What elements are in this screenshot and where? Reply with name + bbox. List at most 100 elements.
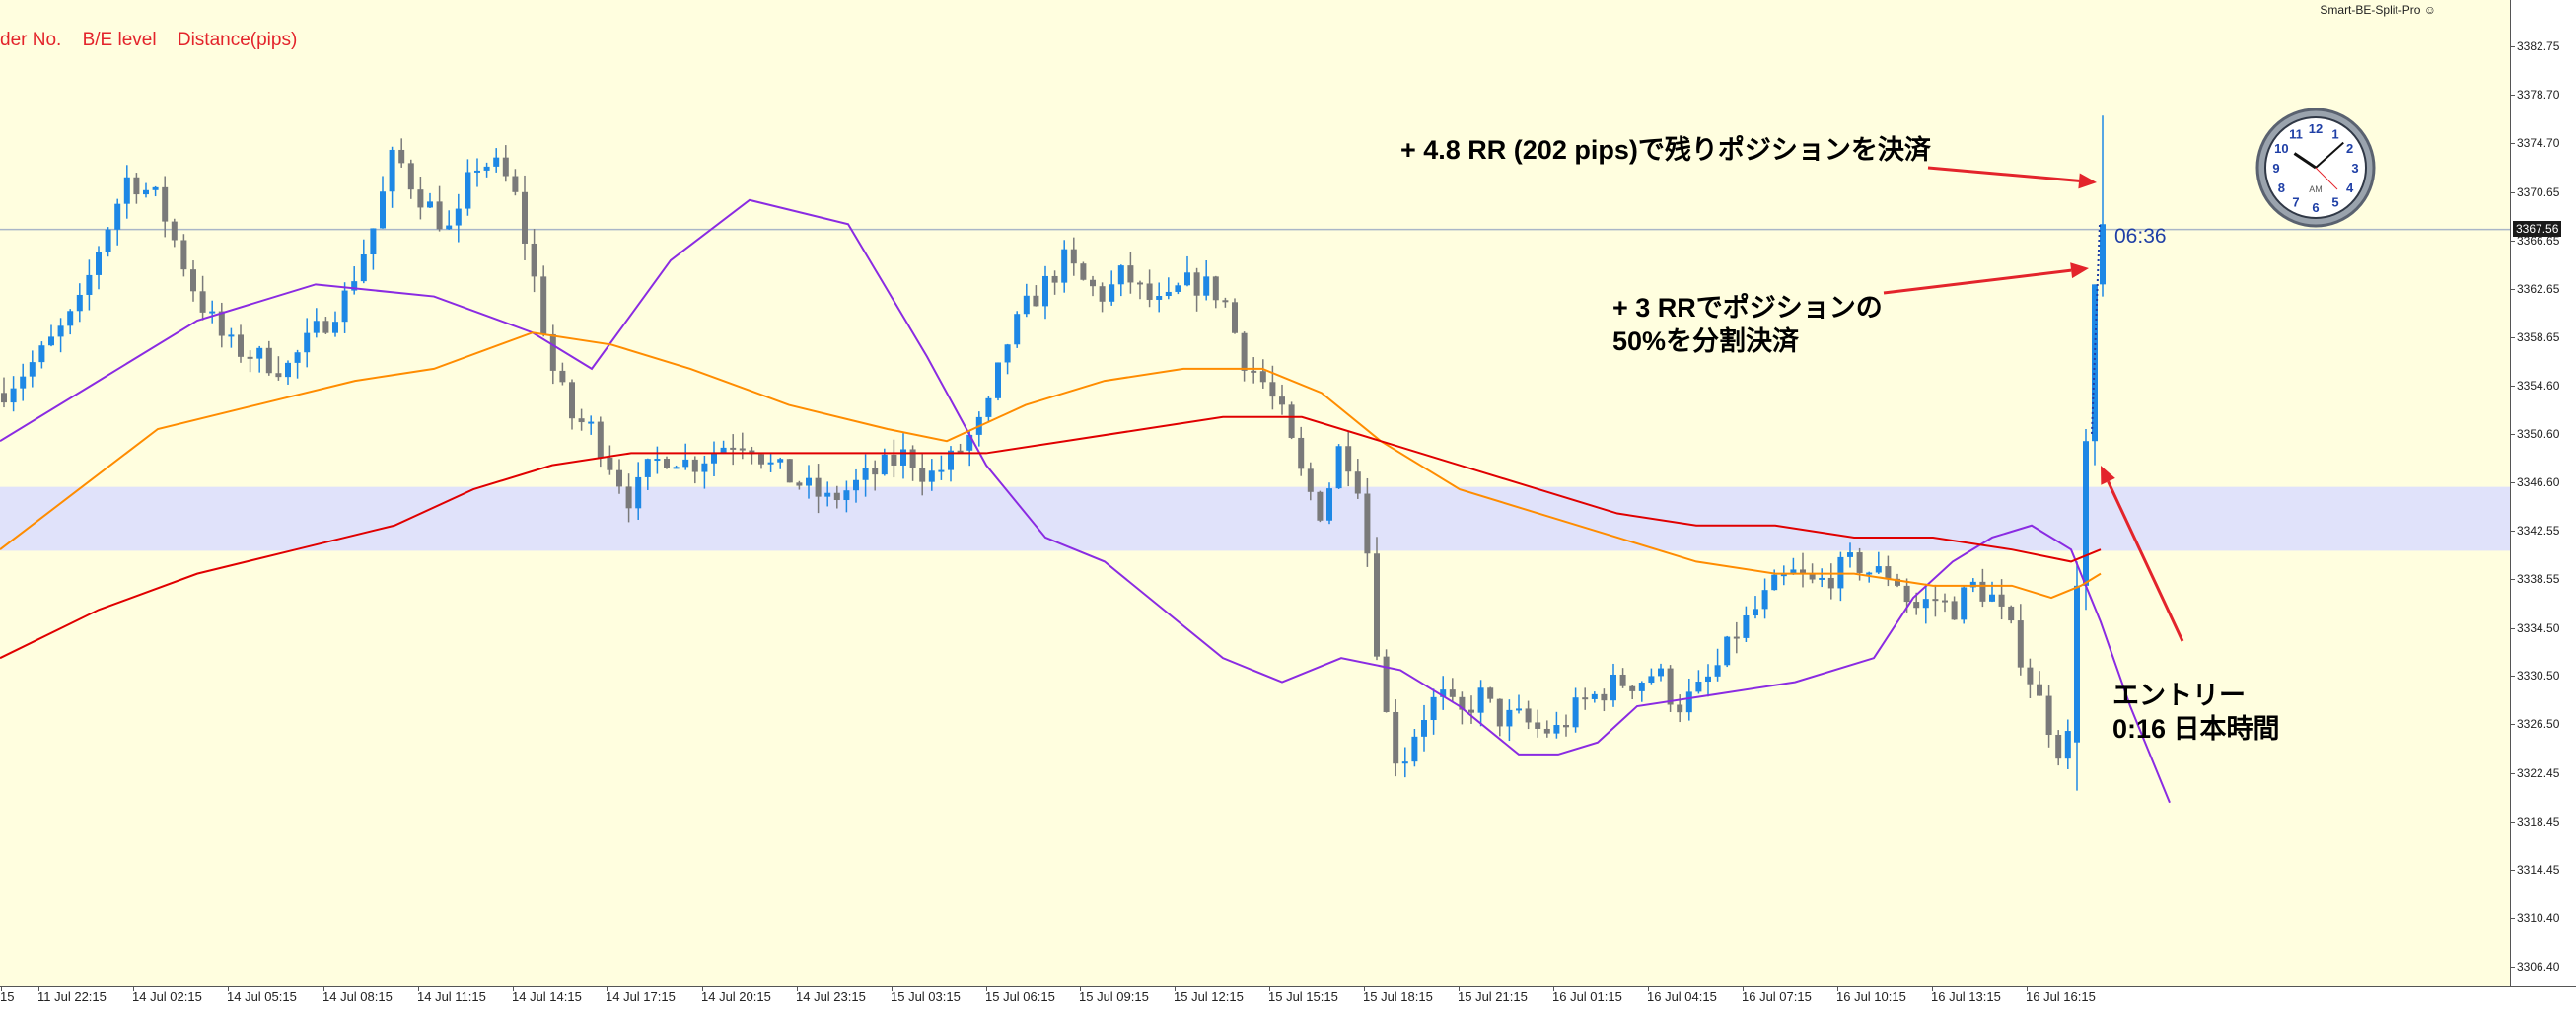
- candle-body: [739, 448, 746, 451]
- candle-body: [1866, 572, 1873, 575]
- time-label: 16 Jul 01:15: [1552, 989, 1622, 1004]
- annotation-exit-partial-line1: + 3 RRでポジションの: [1612, 293, 1883, 323]
- candle-body: [644, 459, 651, 477]
- candle-body: [948, 450, 954, 470]
- price-label: 3346.60: [2517, 474, 2560, 489]
- candle-body: [2045, 695, 2052, 735]
- price-label: 3362.65: [2517, 281, 2560, 296]
- candle-body: [1780, 574, 1787, 577]
- price-tick: [2511, 385, 2515, 387]
- candle-body: [275, 373, 282, 378]
- candle-body: [900, 449, 906, 466]
- candle-body: [247, 356, 253, 359]
- candle-body: [152, 186, 159, 190]
- candle-body: [1051, 275, 1058, 283]
- candle-body: [143, 189, 149, 195]
- candle-body: [38, 345, 45, 363]
- candle-body: [1733, 636, 1740, 639]
- candle-body: [2100, 224, 2106, 285]
- candle-body: [1411, 736, 1418, 762]
- price-tick: [2511, 46, 2515, 47]
- time-tick: [1364, 987, 1365, 991]
- candle-body: [446, 225, 453, 230]
- candle-body: [862, 468, 869, 480]
- candle-body: [1856, 552, 1863, 573]
- candle-body: [1326, 488, 1332, 521]
- candle-body: [2008, 606, 2015, 621]
- candle-body: [1610, 674, 1616, 701]
- price-tick: [2511, 336, 2515, 338]
- candle-body: [616, 469, 622, 487]
- candle-body: [815, 477, 822, 497]
- time-label: 15 Jul 09:15: [1079, 989, 1149, 1004]
- svg-text:4: 4: [2346, 180, 2354, 195]
- candle-body: [1969, 581, 1976, 588]
- time-tick: [892, 987, 893, 991]
- price-tick: [2511, 481, 2515, 483]
- time-tick: [607, 987, 608, 991]
- price-label: 3370.65: [2517, 184, 2560, 199]
- candle-body: [1, 393, 7, 403]
- price-label: 3342.55: [2517, 524, 2560, 539]
- candle-body: [1932, 599, 1939, 602]
- svg-text:12: 12: [2309, 121, 2323, 136]
- candle-body: [758, 454, 764, 465]
- candle-body: [985, 397, 992, 417]
- candle-body: [483, 166, 490, 171]
- candle-body: [777, 459, 784, 463]
- price-label: 3338.55: [2517, 572, 2560, 587]
- candle-body: [1961, 587, 1968, 620]
- time-tick: [323, 987, 324, 991]
- price-label: 3354.60: [2517, 378, 2560, 393]
- candle-body: [824, 492, 831, 497]
- candle-body: [57, 325, 64, 337]
- candle-body: [1695, 682, 1702, 692]
- candle-body: [1109, 284, 1115, 302]
- candle-body: [625, 486, 632, 509]
- candle-body: [370, 228, 377, 255]
- candle-body: [1259, 371, 1266, 383]
- candle-body: [1705, 676, 1711, 683]
- candle-body: [995, 362, 1001, 398]
- candle-body: [1809, 572, 1816, 580]
- candle-body: [730, 447, 737, 450]
- price-tick: [2511, 869, 2515, 871]
- candle-body: [171, 221, 178, 241]
- candle-body: [1421, 720, 1427, 737]
- ma-slow-line: [0, 415, 2102, 660]
- candle-body: [1875, 566, 1882, 573]
- candle-body: [569, 382, 575, 419]
- candle-body: [1771, 574, 1778, 591]
- candle-body: [1525, 708, 1532, 723]
- candle-body: [512, 176, 519, 192]
- price-label: 3334.50: [2517, 620, 2560, 635]
- candle-body: [1553, 725, 1560, 734]
- candle-body: [436, 201, 443, 230]
- candle-body: [549, 333, 556, 371]
- candle-body: [332, 322, 338, 333]
- candle-body: [1582, 697, 1589, 700]
- candle-body: [1383, 656, 1390, 712]
- candle-body: [1269, 382, 1276, 397]
- price-tick: [2511, 772, 2515, 774]
- price-label: 3374.70: [2517, 136, 2560, 151]
- candle-body: [1487, 687, 1494, 699]
- annotation-exit-partial-line2: 50%を分割決済: [1612, 326, 1800, 356]
- candle-body: [1175, 285, 1181, 292]
- candle-body: [938, 469, 945, 472]
- svg-text:10: 10: [2274, 141, 2288, 156]
- candle-body: [1543, 728, 1550, 734]
- candle-body: [654, 459, 661, 462]
- candle-body: [957, 450, 964, 453]
- chart-area[interactable]: 1 2 3 4 5 6 7 8 9 10 11 12 AM der No. B/E level Dist…: [0, 0, 2511, 986]
- candle-body: [833, 492, 840, 501]
- time-axis[interactable]: 15 11 Jul 22:15 14 Jul 02:15 14 Jul 05:15 14…: [0, 986, 2576, 1009]
- price-tick: [2511, 95, 2515, 97]
- price-axis[interactable]: 3367.56 3382.75 3378.70 3374.70 3370.65 3366…: [2511, 0, 2576, 986]
- time-tick: [1837, 987, 1838, 991]
- candle-body: [673, 467, 680, 469]
- time-tick: [702, 987, 703, 991]
- candle-body: [1203, 276, 1210, 296]
- price-label: 3350.60: [2517, 426, 2560, 441]
